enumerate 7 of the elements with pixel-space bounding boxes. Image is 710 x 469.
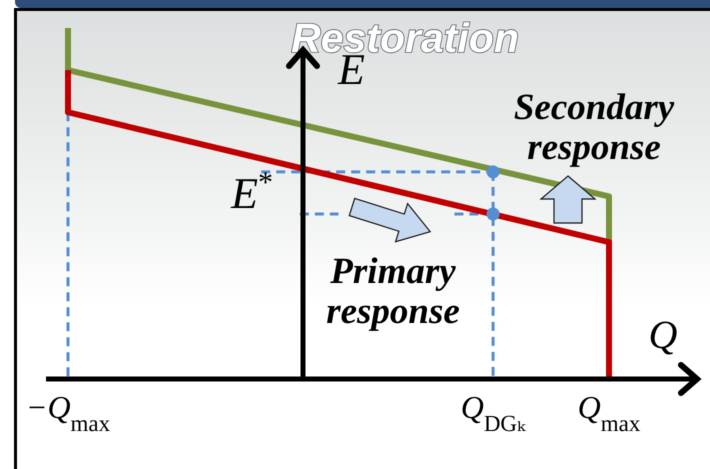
- x-tick-label: −Q$_{max}$: [26, 389, 111, 436]
- annotation: Primary response: [326, 251, 460, 332]
- annotation: E$^{*}$: [230, 166, 273, 218]
- annotation: Secondary response: [514, 87, 675, 168]
- x-axis-title: Q: [648, 312, 678, 357]
- x-tick-label: Q$_{DGₖ}$: [460, 389, 526, 436]
- x-tick-label: Q$_{max}$: [578, 389, 641, 436]
